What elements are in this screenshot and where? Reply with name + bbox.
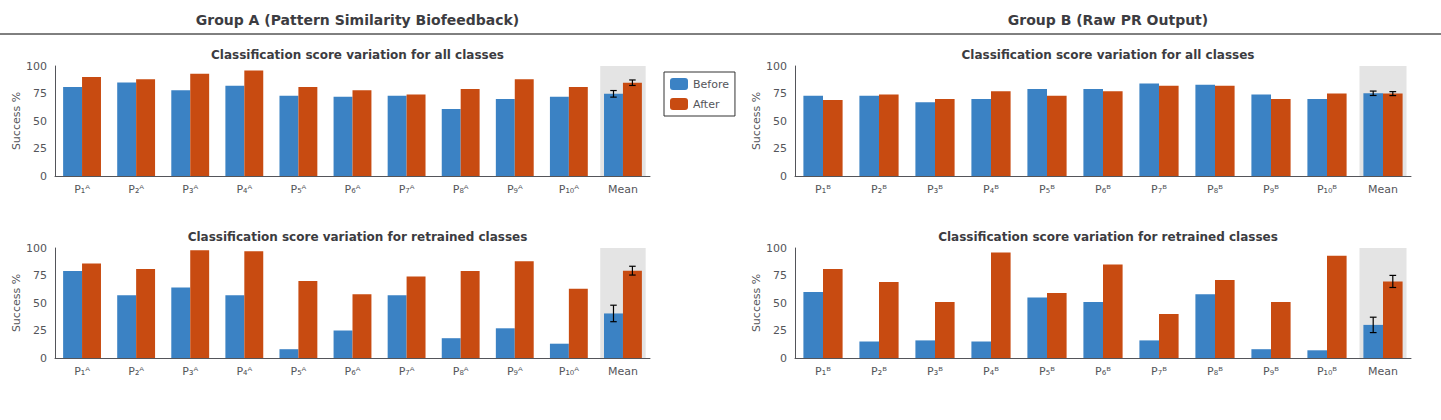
svg-text:P₄ᴮ: P₄ᴮ xyxy=(983,183,999,196)
svg-text:P₁₀ᴮ: P₁₀ᴮ xyxy=(1317,183,1337,196)
svg-text:P₈ᴬ: P₈ᴬ xyxy=(453,183,469,196)
svg-text:Classification score variation: Classification score variation for all c… xyxy=(211,48,504,62)
svg-text:P₁ᴮ: P₁ᴮ xyxy=(815,183,831,196)
svg-text:100: 100 xyxy=(766,242,787,255)
svg-text:Before: Before xyxy=(693,78,729,91)
svg-text:50: 50 xyxy=(773,115,787,128)
svg-text:Group A (Pattern Similarity Bi: Group A (Pattern Similarity Biofeedback) xyxy=(196,12,520,28)
svg-text:25: 25 xyxy=(773,142,787,155)
svg-text:75: 75 xyxy=(773,87,787,100)
svg-text:P₁₀ᴬ: P₁₀ᴬ xyxy=(559,365,579,378)
svg-text:Mean: Mean xyxy=(1368,365,1398,378)
svg-text:P₉ᴮ: P₉ᴮ xyxy=(1263,183,1279,196)
svg-text:Success %: Success % xyxy=(10,92,23,150)
svg-text:100: 100 xyxy=(766,60,787,73)
svg-text:Success %: Success % xyxy=(10,274,23,332)
svg-text:P₂ᴬ: P₂ᴬ xyxy=(128,365,144,378)
svg-text:Group B (Raw PR Output): Group B (Raw PR Output) xyxy=(1008,12,1208,28)
svg-text:P₆ᴮ: P₆ᴮ xyxy=(1095,365,1111,378)
svg-text:P₃ᴬ: P₃ᴬ xyxy=(182,365,198,378)
svg-text:P₆ᴬ: P₆ᴬ xyxy=(345,183,361,196)
svg-text:0: 0 xyxy=(780,170,787,183)
svg-text:P₈ᴬ: P₈ᴬ xyxy=(453,365,469,378)
svg-text:P₄ᴬ: P₄ᴬ xyxy=(236,183,252,196)
svg-text:P₁₀ᴮ: P₁₀ᴮ xyxy=(1317,365,1337,378)
svg-text:P₃ᴮ: P₃ᴮ xyxy=(927,365,943,378)
svg-text:P₃ᴬ: P₃ᴬ xyxy=(182,183,198,196)
svg-text:100: 100 xyxy=(26,60,47,73)
svg-text:P₉ᴬ: P₉ᴬ xyxy=(507,365,523,378)
svg-text:75: 75 xyxy=(33,87,47,100)
svg-text:P₁ᴬ: P₁ᴬ xyxy=(74,365,90,378)
svg-text:P₃ᴮ: P₃ᴮ xyxy=(927,183,943,196)
svg-text:25: 25 xyxy=(773,324,787,337)
svg-text:75: 75 xyxy=(33,269,47,282)
svg-text:P₅ᴬ: P₅ᴬ xyxy=(291,183,307,196)
svg-text:P₂ᴮ: P₂ᴮ xyxy=(871,365,887,378)
svg-text:P₇ᴬ: P₇ᴬ xyxy=(399,183,415,196)
svg-text:0: 0 xyxy=(40,170,47,183)
svg-text:P₅ᴬ: P₅ᴬ xyxy=(291,365,307,378)
svg-text:25: 25 xyxy=(33,142,47,155)
svg-text:Success %: Success % xyxy=(750,92,763,150)
svg-text:P₉ᴮ: P₉ᴮ xyxy=(1263,365,1279,378)
svg-text:75: 75 xyxy=(773,269,787,282)
svg-text:Success %: Success % xyxy=(750,274,763,332)
svg-text:P₇ᴬ: P₇ᴬ xyxy=(399,365,415,378)
svg-text:Classification score variation: Classification score variation for retra… xyxy=(938,230,1278,244)
svg-text:Classification score variation: Classification score variation for retra… xyxy=(188,230,528,244)
svg-text:P₇ᴮ: P₇ᴮ xyxy=(1151,183,1167,196)
svg-text:P₈ᴮ: P₈ᴮ xyxy=(1207,183,1223,196)
svg-text:P₄ᴮ: P₄ᴮ xyxy=(983,365,999,378)
svg-text:Mean: Mean xyxy=(608,183,638,196)
svg-text:Mean: Mean xyxy=(608,365,638,378)
svg-text:P₁ᴬ: P₁ᴬ xyxy=(74,183,90,196)
svg-text:P₆ᴮ: P₆ᴮ xyxy=(1095,183,1111,196)
svg-text:Classification score variation: Classification score variation for all c… xyxy=(962,48,1255,62)
svg-text:P₆ᴬ: P₆ᴬ xyxy=(345,365,361,378)
svg-text:Mean: Mean xyxy=(1368,183,1398,196)
svg-text:50: 50 xyxy=(33,115,47,128)
svg-text:0: 0 xyxy=(40,352,47,365)
svg-text:25: 25 xyxy=(33,324,47,337)
svg-text:P₈ᴮ: P₈ᴮ xyxy=(1207,365,1223,378)
svg-text:P₁₀ᴬ: P₁₀ᴬ xyxy=(559,183,579,196)
svg-text:50: 50 xyxy=(33,297,47,310)
svg-text:50: 50 xyxy=(773,297,787,310)
svg-text:0: 0 xyxy=(780,352,787,365)
svg-text:P₄ᴬ: P₄ᴬ xyxy=(236,365,252,378)
svg-text:P₅ᴮ: P₅ᴮ xyxy=(1039,183,1055,196)
svg-text:P₉ᴬ: P₉ᴬ xyxy=(507,183,523,196)
svg-text:P₂ᴬ: P₂ᴬ xyxy=(128,183,144,196)
svg-text:P₁ᴮ: P₁ᴮ xyxy=(815,365,831,378)
svg-text:P₅ᴮ: P₅ᴮ xyxy=(1039,365,1055,378)
svg-text:P₂ᴮ: P₂ᴮ xyxy=(871,183,887,196)
svg-text:After: After xyxy=(693,98,720,111)
svg-text:100: 100 xyxy=(26,242,47,255)
svg-text:P₇ᴮ: P₇ᴮ xyxy=(1151,365,1167,378)
